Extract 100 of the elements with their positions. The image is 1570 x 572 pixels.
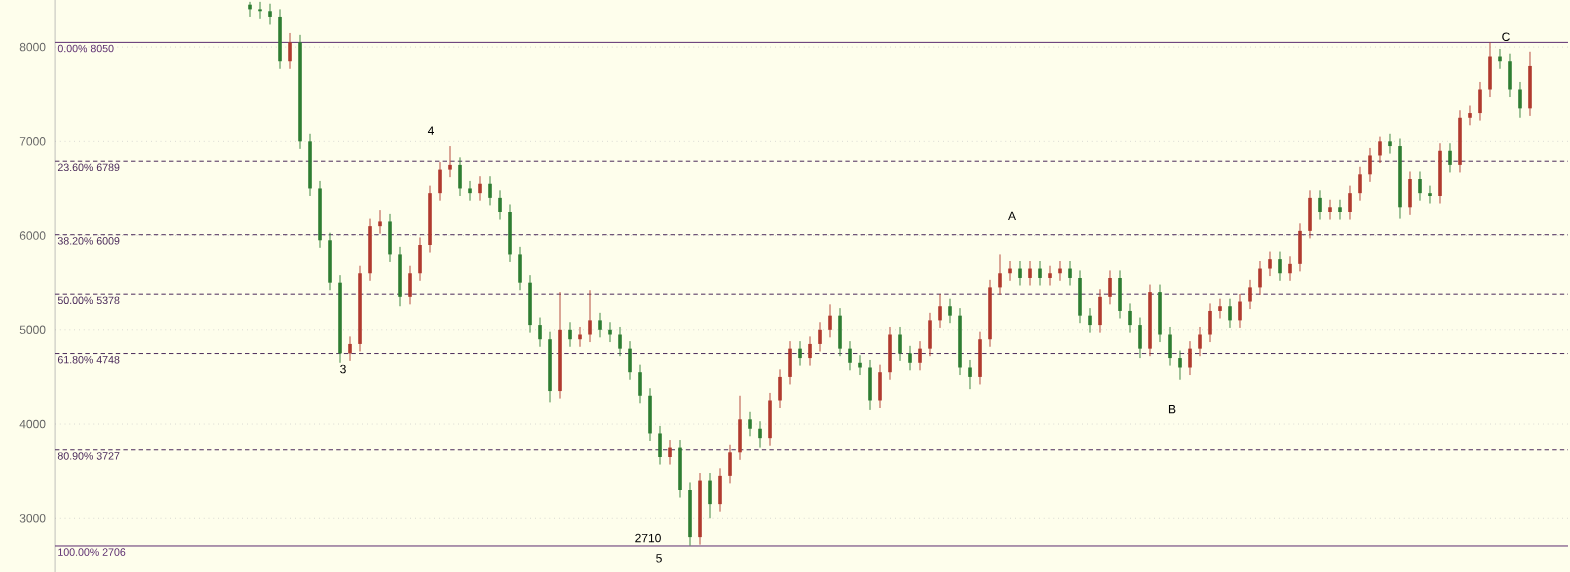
candlestick: [658, 425, 662, 465]
candlestick: [968, 359, 972, 390]
candlestick: [848, 340, 852, 371]
annotation: A: [1008, 211, 1016, 220]
candlestick: [578, 326, 582, 348]
candlestick: [258, 1, 262, 20]
annotation: 5: [656, 554, 662, 563]
y-tick-label: 8000: [19, 42, 46, 52]
candlestick: [1128, 302, 1132, 334]
candlestick: [1328, 199, 1332, 220]
candlestick: [1448, 142, 1452, 173]
candlestick: [1368, 147, 1372, 183]
candlestick: [1168, 326, 1172, 367]
candlestick: [628, 340, 632, 381]
ref-line-label: 0.00% 8050: [57, 44, 114, 53]
candlestick: [1478, 81, 1482, 122]
candlestick: [808, 335, 812, 367]
candlestick: [1008, 260, 1012, 282]
annotation: B: [1168, 405, 1176, 414]
candlestick: [1318, 189, 1322, 220]
candlestick: [1248, 279, 1252, 310]
candlestick: [568, 321, 572, 348]
candlestick: [598, 312, 602, 338]
candlestick: [1348, 185, 1352, 220]
candlestick: [1058, 260, 1062, 282]
candlestick: [1378, 136, 1382, 164]
candlestick: [618, 326, 622, 357]
candlestick: [1038, 260, 1042, 286]
candlestick: [1288, 255, 1292, 282]
candlestick: [268, 3, 272, 25]
candlestick: [1048, 265, 1052, 286]
candlestick: [948, 298, 952, 324]
candlestick: [478, 175, 482, 202]
candlestick: [438, 161, 442, 202]
candlestick: [1428, 185, 1432, 204]
candlestick: [1188, 340, 1192, 376]
candlestick: [1208, 302, 1212, 343]
annotation: 3: [340, 364, 346, 374]
candlestick: [448, 145, 452, 178]
candlestick: [458, 156, 462, 197]
candlestick: [858, 354, 862, 376]
candlestick: [1338, 199, 1342, 220]
y-tick-label: 5000: [19, 325, 46, 335]
candlestick: [1088, 307, 1092, 334]
candlestick: [778, 368, 782, 409]
ref-line-label: 61.80% 4748: [57, 355, 120, 364]
candlestick: [1498, 48, 1502, 70]
candlestick: [1068, 260, 1072, 286]
candlestick: [468, 180, 472, 202]
candlestick: [1018, 260, 1022, 286]
candlestick: [818, 321, 822, 352]
y-tick-label: 4000: [19, 419, 46, 429]
candlestick: [708, 472, 712, 519]
candlestick: [728, 444, 732, 484]
ref-line-label: 100.00% 2706: [58, 548, 126, 556]
candlestick: [1258, 260, 1262, 296]
candlestick: [538, 317, 542, 348]
ref-line-label: 50.00% 5378: [57, 296, 120, 305]
candlestick: [758, 420, 762, 449]
candlestick: [1358, 166, 1362, 202]
candlestick: [248, 1, 252, 18]
candlestick: [378, 209, 382, 235]
candlestick: [1468, 105, 1472, 126]
candlestick: [798, 340, 802, 367]
candlestick: [918, 340, 922, 371]
candlestick: [1388, 133, 1392, 155]
candlestick: [608, 321, 612, 343]
ref-line-label: 23.60% 6789: [57, 163, 120, 172]
ref-line-label: 80.90% 3727: [57, 452, 120, 460]
candlestick: [828, 303, 832, 338]
candlestick: [1138, 317, 1142, 359]
candlestick: [638, 364, 642, 404]
candlestick: [1268, 251, 1272, 277]
candlestick: [998, 253, 1002, 296]
candlestick: [908, 345, 912, 371]
candlestick: [1108, 269, 1112, 305]
candlestick: [588, 289, 592, 343]
candlestick: [1518, 81, 1522, 119]
candlestick: [748, 411, 752, 437]
candlestick: [1218, 298, 1222, 319]
ref-line-label: 38.20% 6009: [57, 237, 120, 245]
candlestick: [1418, 171, 1422, 202]
candlestick: [1028, 260, 1032, 286]
candlestick: [288, 32, 292, 70]
candlestick: [938, 293, 942, 329]
candlestick: [488, 175, 492, 206]
candlestick: [408, 265, 412, 305]
candlestick: [898, 326, 902, 362]
candlestick: [1198, 326, 1202, 357]
candlestick: [348, 335, 352, 362]
candlestick: [1228, 298, 1232, 329]
candlestick: [1178, 350, 1182, 381]
annotation: 4: [427, 126, 435, 135]
y-tick-label: 6000: [19, 231, 46, 240]
annotation: C: [1502, 32, 1510, 41]
candlestick: [668, 439, 672, 465]
candlestick: [498, 189, 502, 220]
annotation: 2710: [635, 533, 661, 543]
candlestick: [1238, 293, 1242, 329]
y-tick-label: 7000: [19, 137, 46, 146]
